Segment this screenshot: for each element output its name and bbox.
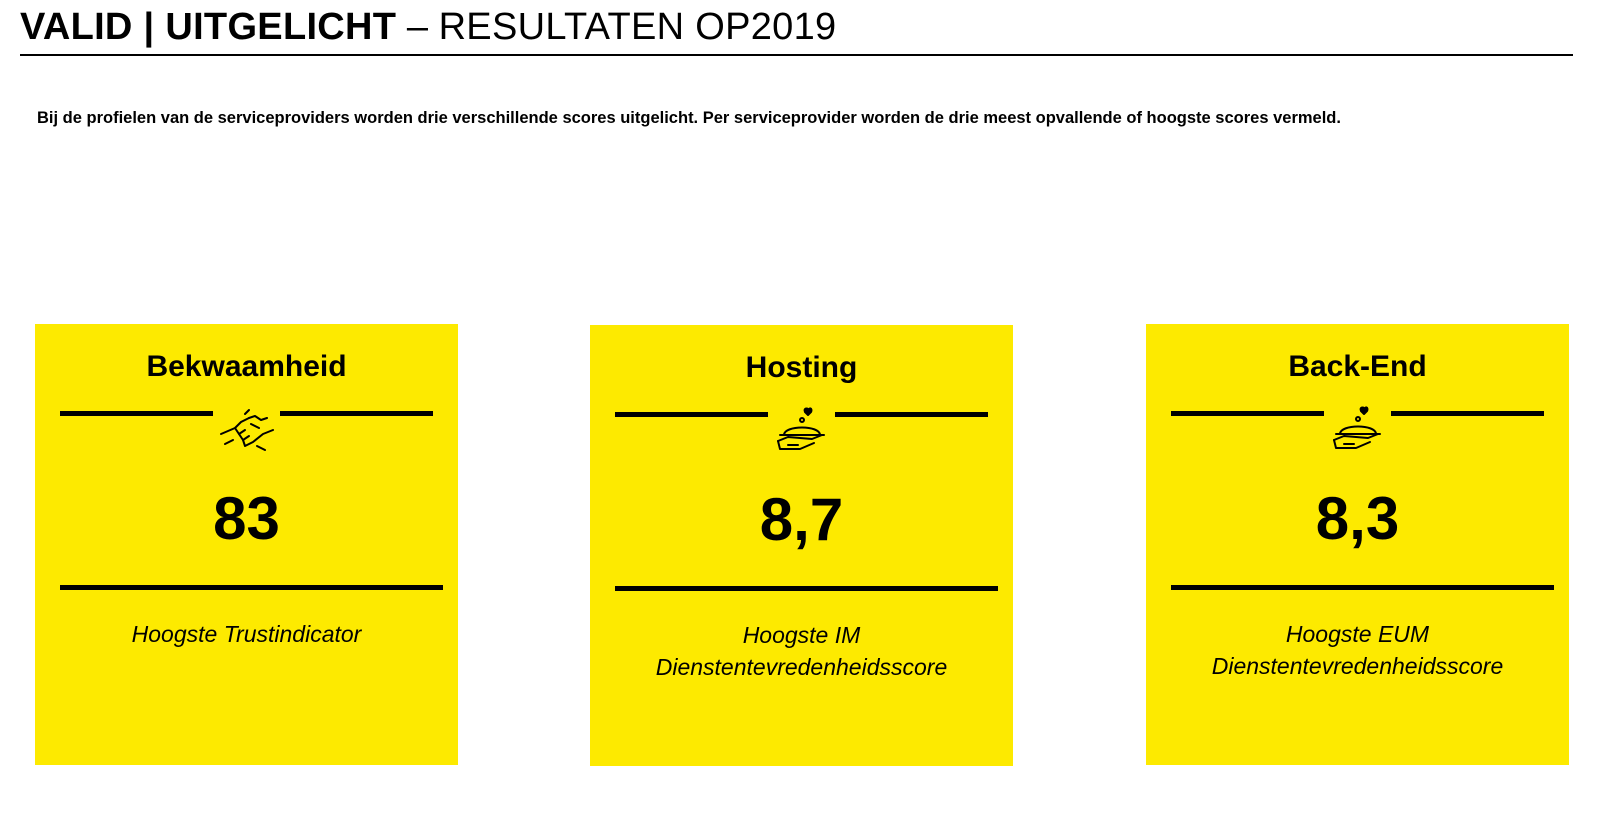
divider [615, 412, 768, 417]
score-card-back-end: Back-End 8,3 Hoogste EUM Dienstentevrede… [1146, 324, 1569, 765]
score-caption: Hoogste EUM Dienstentevredenheidsscore [1146, 618, 1569, 682]
score-value: 8,7 [759, 486, 844, 553]
divider [1171, 411, 1324, 416]
divider [60, 585, 443, 590]
score-value: 8,3 [1315, 485, 1400, 552]
score-caption: Hoogste IM Dienstentevredenheidsscore [590, 619, 1013, 683]
intro-text: Bij de profielen van de serviceproviders… [37, 109, 1341, 127]
page-header: VALID | UITGELICHT – RESULTATEN OP2019 [20, 6, 1573, 56]
caption-line: Dienstentevredenheidsscore [655, 654, 948, 680]
page-title-light: RESULTATEN OP2019 [438, 6, 837, 48]
caption-line: Dienstentevredenheidsscore [1211, 653, 1504, 679]
title-separator: – [396, 6, 439, 48]
serving-tray-icon [1333, 406, 1381, 449]
divider [615, 586, 998, 591]
divider [835, 412, 988, 417]
card-title: Back-End [1288, 350, 1427, 383]
handshake-icon [220, 409, 274, 451]
card-title: Bekwaamheid [146, 350, 347, 383]
serving-tray-icon [777, 407, 825, 450]
score-card-hosting: Hosting 8,7 Hoogste IM Dienstentevredenh… [590, 325, 1013, 766]
divider [1171, 585, 1554, 590]
divider [280, 411, 433, 416]
caption-line: Hoogste Trustindicator [131, 621, 362, 647]
score-card-bekwaamheid: Bekwaamheid 83 Hoogste Trustindicator [35, 324, 458, 765]
score-caption: Hoogste Trustindicator [35, 618, 458, 650]
card-title: Hosting [745, 351, 858, 384]
score-value: 83 [213, 485, 280, 552]
caption-line: Hoogste IM [742, 622, 861, 648]
divider [1391, 411, 1544, 416]
caption-line: Hoogste EUM [1285, 621, 1430, 647]
page-title-bold: VALID | UITGELICHT [20, 6, 397, 48]
divider [60, 411, 213, 416]
